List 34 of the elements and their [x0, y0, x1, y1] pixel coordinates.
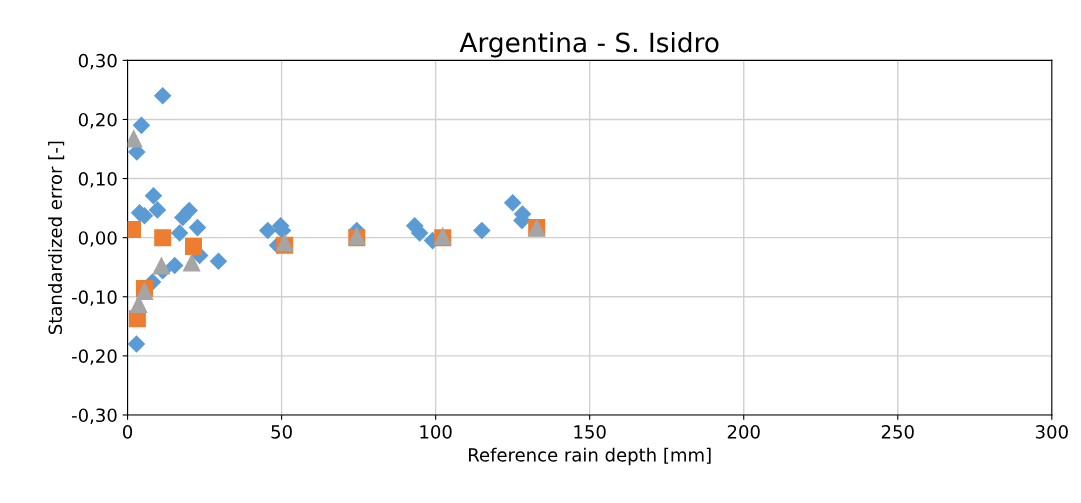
y-tick-label: 0,10 — [78, 172, 117, 188]
point — [209, 252, 228, 271]
point — [165, 256, 184, 275]
x-tick-label: 250 — [881, 425, 914, 439]
point — [153, 87, 172, 105]
x-tick-label: 300 — [1035, 425, 1068, 439]
x-tick-label: 50 — [271, 425, 292, 439]
x-tick-label: 200 — [727, 425, 760, 439]
point — [144, 186, 163, 205]
point — [173, 208, 192, 227]
y-tick-label: 0,30 — [78, 53, 117, 70]
x-axis-title: Reference rain depth [mm] — [469, 447, 711, 466]
point — [182, 253, 201, 272]
point — [154, 229, 172, 247]
x-tick-label: 0 — [123, 425, 133, 439]
x-tick-label: 100 — [420, 425, 452, 439]
y-tick-label: 0,00 — [78, 231, 117, 247]
point — [258, 221, 277, 240]
point — [170, 224, 189, 242]
y-tick-label: -0,30 — [72, 408, 117, 424]
point — [473, 221, 491, 240]
y-tick-label: -0,20 — [72, 349, 117, 365]
point — [188, 218, 207, 237]
point — [184, 238, 202, 256]
x-tick-label: 150 — [574, 425, 606, 439]
y-tick-label: 0,20 — [78, 112, 117, 129]
point — [503, 194, 522, 212]
point — [127, 335, 146, 353]
y-tick-label: -0,10 — [72, 290, 117, 306]
y-axis-title: Standardized error [-] — [48, 141, 65, 334]
point — [152, 256, 171, 275]
chart-title: Argentina - S. Isidro — [459, 31, 719, 58]
point — [148, 201, 167, 219]
point — [132, 116, 151, 135]
